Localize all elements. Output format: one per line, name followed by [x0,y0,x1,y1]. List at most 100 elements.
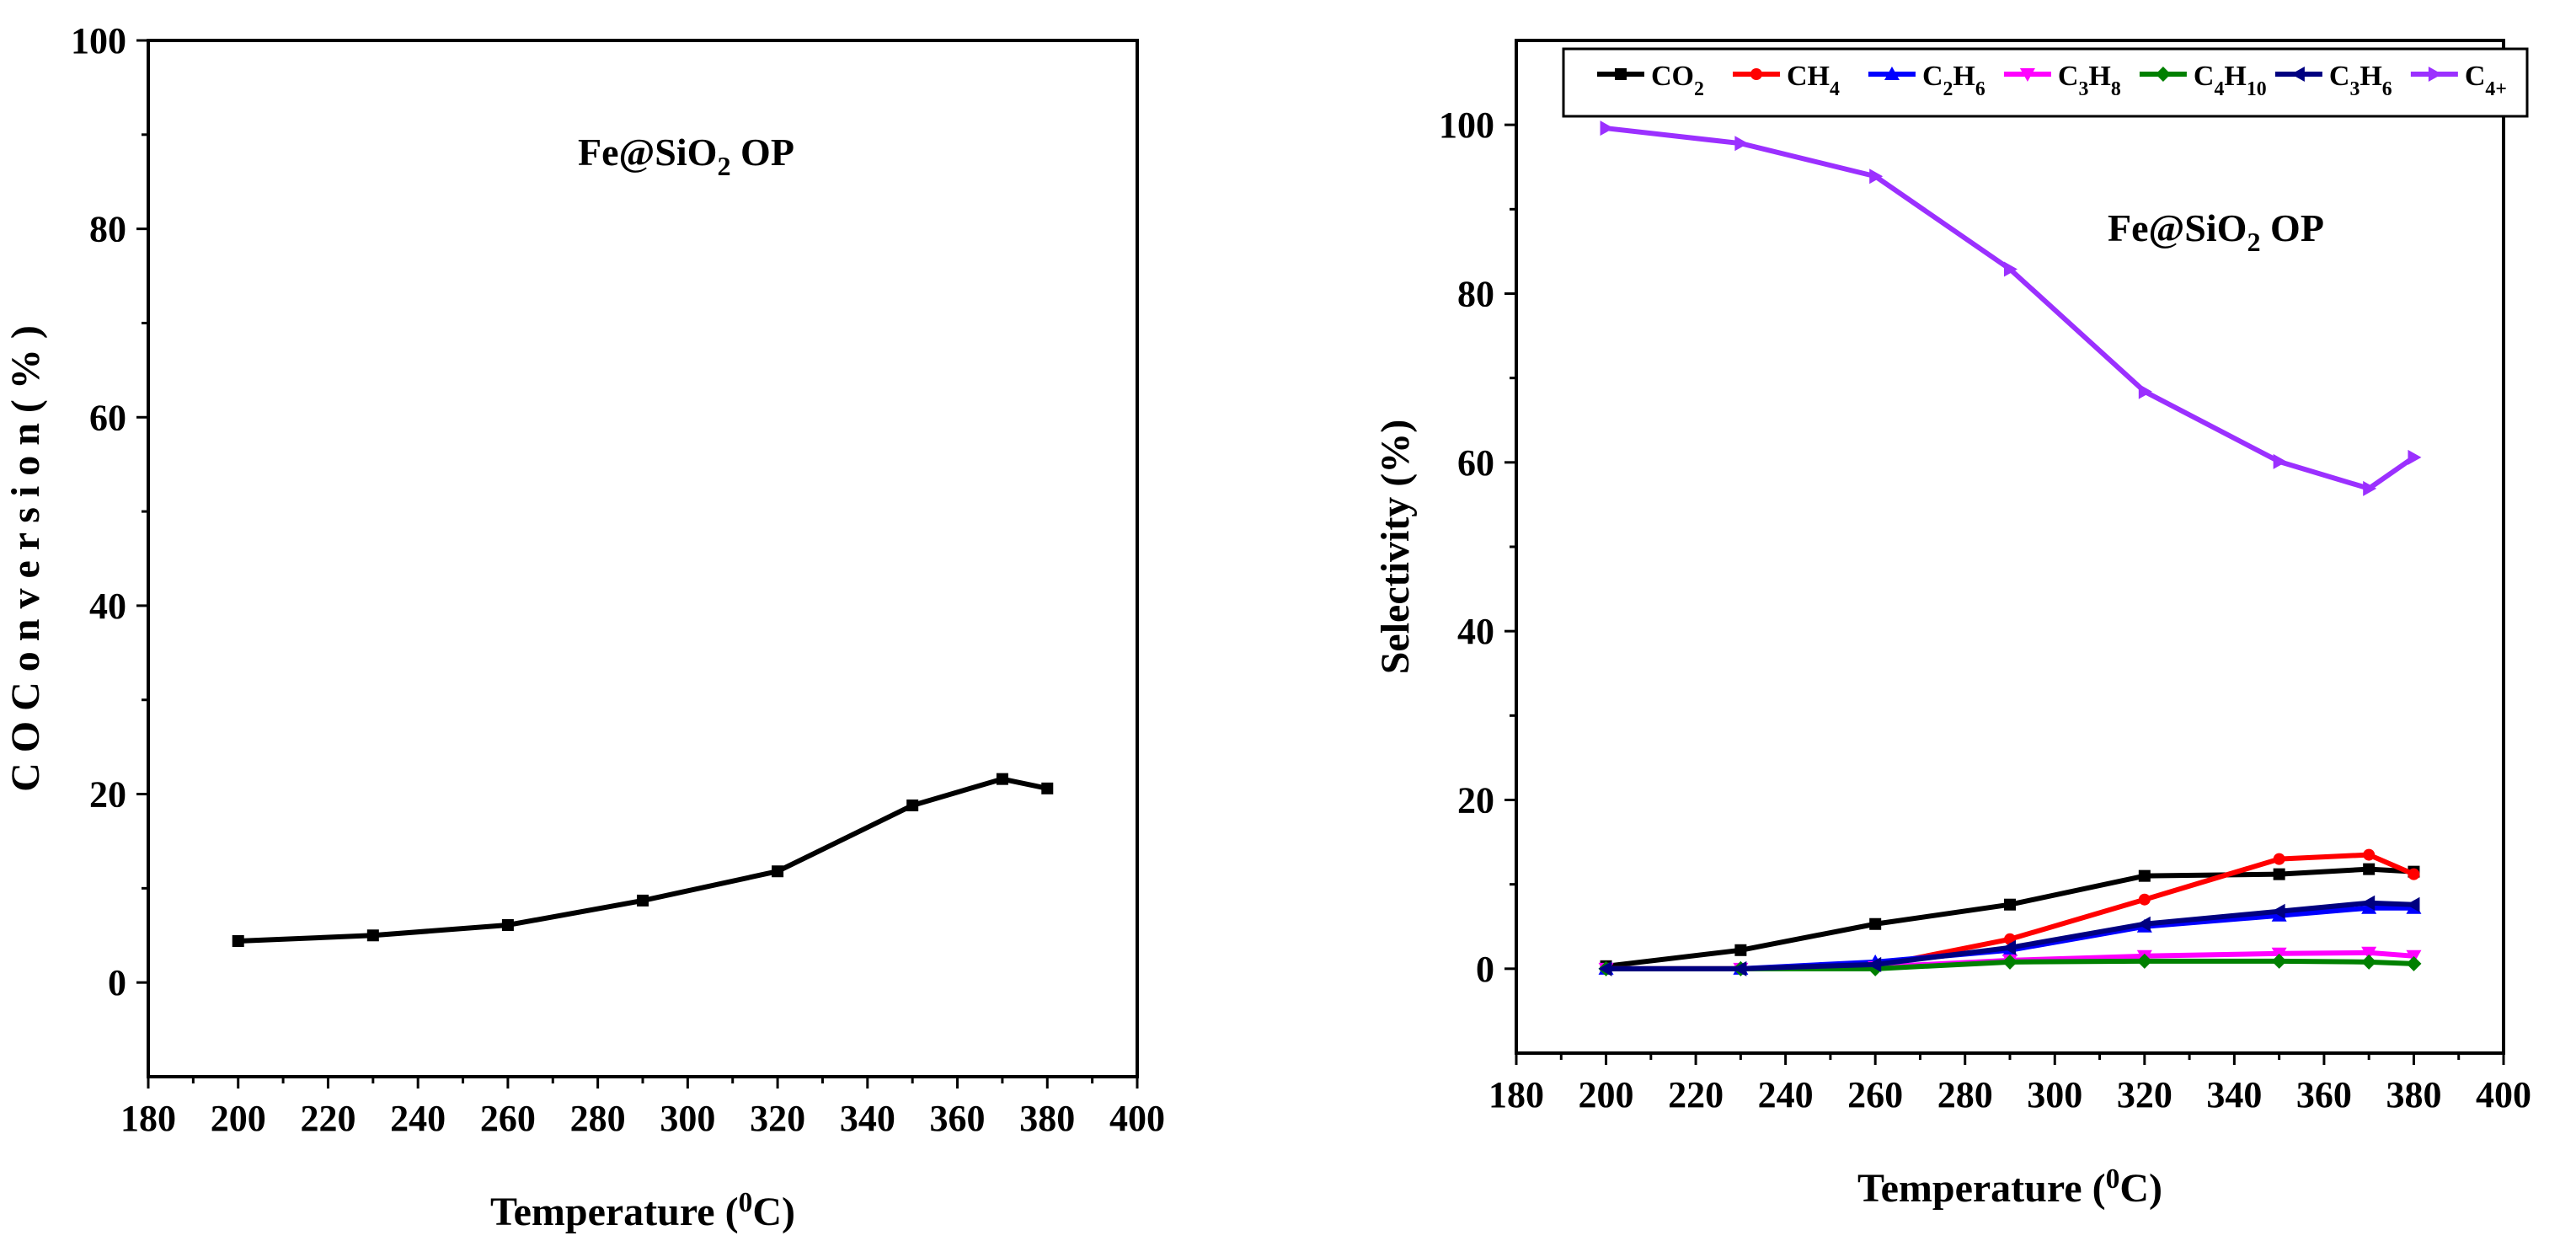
legend-label-part: C [2465,61,2486,92]
annotation-label-part: OP [731,131,794,174]
legend-box [1562,47,2529,118]
legend-label-part: H [2224,61,2246,92]
x-axis-label-part: Temperature ( [490,1190,739,1234]
x-tick-label: 300 [2027,1074,2082,1115]
legend-label-part: CO [1651,61,1694,92]
legend-marker [1615,68,1627,80]
series-C4H10 [1598,953,2422,976]
y-tick-label: 60 [89,397,126,438]
data-point [2273,868,2285,880]
x-tick-label: 220 [1668,1074,1724,1115]
annotation-label-part: 2 [717,151,730,181]
data-point [996,773,1008,785]
legend: CO2 CH4 C2H6 C3H8 C4H10 C3H6 C4+ [1562,47,2529,118]
series-line [238,776,1048,944]
series-line [1606,126,2416,491]
x-axis-label-part: C) [752,1190,795,1234]
data-point [2406,955,2422,971]
x-tick-label: 180 [1488,1074,1544,1115]
data-point [2138,893,2151,906]
series-line [1606,900,2414,971]
y-tick-label: 60 [1457,442,1494,484]
data-point [1600,120,1614,136]
x-tick-label: 320 [2117,1074,2172,1115]
series-CO Conversion [232,773,1054,947]
legend-label-part: C [2194,61,2215,92]
data-point [1734,136,1749,152]
y-tick-label: 40 [1457,611,1494,652]
legend-item-C2H6: C2H6 [1868,61,1985,100]
legend-label-part: 4 [2214,78,2224,100]
x-tick-label: 380 [2386,1074,2441,1115]
legend-label-part: H [2360,61,2381,92]
data-point [1598,960,1612,976]
x-tick-label: 340 [840,1098,895,1139]
x-tick-label: 260 [1847,1074,1903,1115]
annotation-label-part: Fe@SiO [578,131,717,174]
legend-label-part: H [2088,61,2110,92]
x-tick-label: 340 [2206,1074,2262,1115]
legend-marker [2155,67,2171,82]
x-axis-label-part: 0 [2106,1163,2120,1195]
y-tick-label: 0 [108,962,126,1003]
data-point [2138,383,2152,399]
legend-label-part: 10 [2247,78,2267,100]
legend-label-part: H [1953,61,1975,92]
data-point [2004,261,2018,277]
series-C4+ [1600,120,2422,496]
x-axis-label: Temperature (0C) [490,1187,795,1234]
legend-marker [1750,68,1762,80]
x-tick-label: 400 [1109,1098,1165,1139]
annotation-label-part: OP [2261,206,2324,249]
series-line [1606,866,2414,969]
legend-item-CO2: CO2 [1597,61,1704,100]
data-point [2406,896,2420,912]
chart-panel-2: 180 200 220 240 260 280 300 320 340 360 380 4000204… [1373,39,2531,1211]
x-tick-label: 200 [211,1098,266,1139]
y-tick-label: 40 [89,586,126,627]
data-point [2408,449,2422,465]
data-point [637,894,649,907]
series-C3H6 [1598,895,2420,976]
data-point [2361,954,2377,970]
data-point [2363,480,2377,496]
data-point [1734,944,1747,956]
legend-marker [1884,67,1900,80]
x-tick-label: 360 [2296,1074,2352,1115]
data-point [2271,953,2287,969]
data-point [2408,868,2420,880]
legend-marker [2428,67,2442,82]
y-axis-label: C O C o n v e r s i o n ( % ) [3,325,48,792]
data-point [2273,453,2287,469]
legend-marker [2019,68,2035,82]
data-point [1733,960,1747,976]
data-point [2002,939,2016,955]
data-point [2136,953,2152,969]
legend-label-part: 6 [1975,78,1985,100]
x-tick-label: 320 [750,1098,805,1139]
legend-item-C3H6: C3H6 [2274,61,2392,100]
legend-label: C2H6 [1922,61,1985,100]
data-point [1869,917,1882,930]
x-tick-label: 280 [1937,1074,1993,1115]
chart-panel-1: 180 200 220 240 260 280 300 320 340 360 380 4000204… [3,20,1165,1234]
data-point [906,799,919,811]
data-point [1869,168,1884,185]
x-tick-label: 240 [390,1098,446,1139]
legend-label: C3H8 [2058,61,2121,100]
data-point [2273,853,2285,865]
legend-label-part: 4 [1830,78,1840,100]
data-point [2361,895,2376,911]
data-point [1041,782,1054,794]
legend-label-part: 2 [1943,78,1953,100]
legend-label: C3H6 [2329,61,2392,100]
x-axis-label-part: Temperature ( [1857,1166,2106,1211]
legend-label-part: 3 [2078,78,2088,100]
data-point [1868,956,1882,972]
data-point [366,929,379,942]
y-tick-label: 20 [89,774,126,816]
y-axis-label: Selectivity (%) [1373,420,1418,675]
y-tick-label: 100 [1439,104,1494,146]
